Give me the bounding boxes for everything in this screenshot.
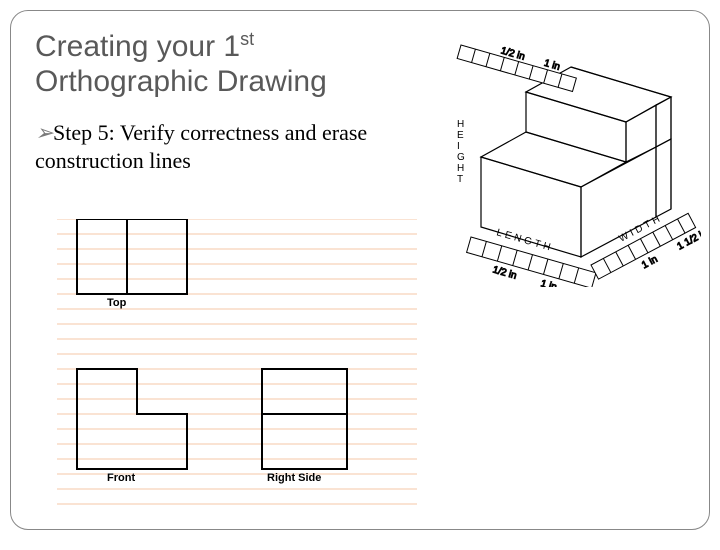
bullet-icon: ➢ — [35, 119, 53, 147]
label-top: Top — [107, 297, 126, 309]
ruler-half-in-2: 1/2 in — [491, 264, 518, 281]
step-body: Step 5: Verify correctness and erase con… — [35, 120, 367, 173]
title-superscript: st — [240, 29, 254, 49]
title-line2: Orthographic Drawing — [35, 65, 327, 98]
slide-frame: Creating your 1st Orthographic Drawing ➢… — [10, 10, 710, 530]
iso-dim-labels: H E I G H T LENGTH WIDTH — [457, 119, 665, 254]
svg-text:E: E — [457, 130, 464, 141]
orthographic-panel: Top Front Right Side — [57, 219, 417, 509]
svg-text:H: H — [457, 163, 464, 174]
label-height-h: H — [457, 119, 464, 130]
title-line1: Creating your 1 — [35, 30, 240, 63]
ruler-one-in-2: 1 in — [539, 278, 558, 287]
step-text: ➢Step 5: Verify correctness and erase co… — [35, 119, 405, 174]
label-front: Front — [107, 472, 135, 484]
grid-and-views — [57, 219, 417, 509]
svg-text:I: I — [457, 141, 460, 152]
svg-text:T: T — [457, 174, 463, 185]
ruler-one-in-3: 1 in — [640, 254, 659, 271]
label-right: Right Side — [267, 472, 321, 484]
isometric-figure: 1/2 in 1 in 1/2 in 1 in 1 in — [411, 27, 701, 287]
svg-text:G: G — [457, 152, 465, 163]
